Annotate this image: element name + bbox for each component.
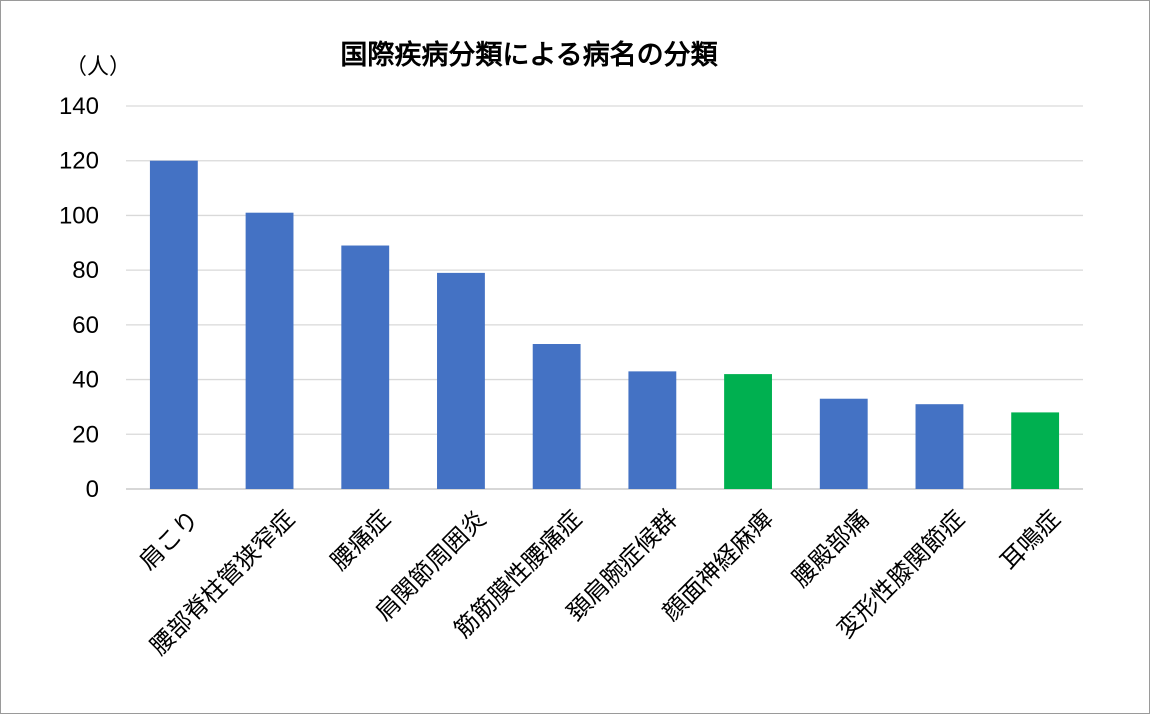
chart-title: 国際疾病分類による病名の分類 <box>340 39 718 71</box>
y-tick-label: 80 <box>72 257 99 284</box>
bar <box>819 398 868 489</box>
bars <box>149 160 1060 489</box>
y-tick-label: 60 <box>72 312 99 339</box>
bar <box>149 160 198 489</box>
bar <box>1011 412 1060 489</box>
x-tick-labels: 肩こり腰部脊柱管狭窄症 腰痛症肩関節周囲炎筋筋膜性腰痛症頚肩腕症候群顔面神経麻痺腰… <box>134 505 1066 661</box>
bar <box>724 374 772 489</box>
bar <box>245 212 294 489</box>
x-tick-label: 腰痛症 <box>325 505 396 576</box>
bar <box>628 371 677 489</box>
bar <box>341 245 390 489</box>
x-tick-label: 耳鳴症 <box>995 505 1066 576</box>
y-tick-label: 140 <box>59 93 99 120</box>
y-tick-label: 20 <box>72 421 99 448</box>
y-tick-label: 120 <box>59 148 99 175</box>
x-tick-label: 肩こり <box>134 505 205 576</box>
y-tick-label: 0 <box>86 476 99 503</box>
bar <box>915 404 964 489</box>
bar <box>437 272 485 489</box>
y-tick-label: 100 <box>59 202 99 229</box>
y-tick-label: 40 <box>72 367 99 394</box>
y-tick-labels: 0 20 40 60 80 100 120 140 <box>59 93 99 503</box>
y-axis-label: （人） <box>65 55 131 80</box>
x-tick-label: 腰殿部痛 <box>787 505 875 593</box>
bar <box>532 344 581 489</box>
